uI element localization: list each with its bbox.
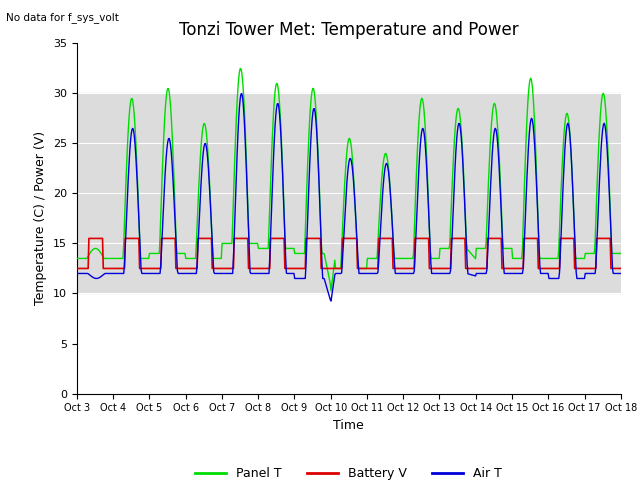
Legend: Panel T, Battery V, Air T: Panel T, Battery V, Air T (190, 462, 508, 480)
Bar (77, 93, 621, 293)
Text: TZ_tmet: TZ_tmet (0, 479, 1, 480)
Text: No data for f_sys_volt: No data for f_sys_volt (6, 12, 119, 23)
Title: Tonzi Tower Met: Temperature and Power: Tonzi Tower Met: Temperature and Power (179, 21, 518, 39)
Y-axis label: Temperature (C) / Power (V): Temperature (C) / Power (V) (35, 132, 47, 305)
X-axis label: Time: Time (333, 419, 364, 432)
